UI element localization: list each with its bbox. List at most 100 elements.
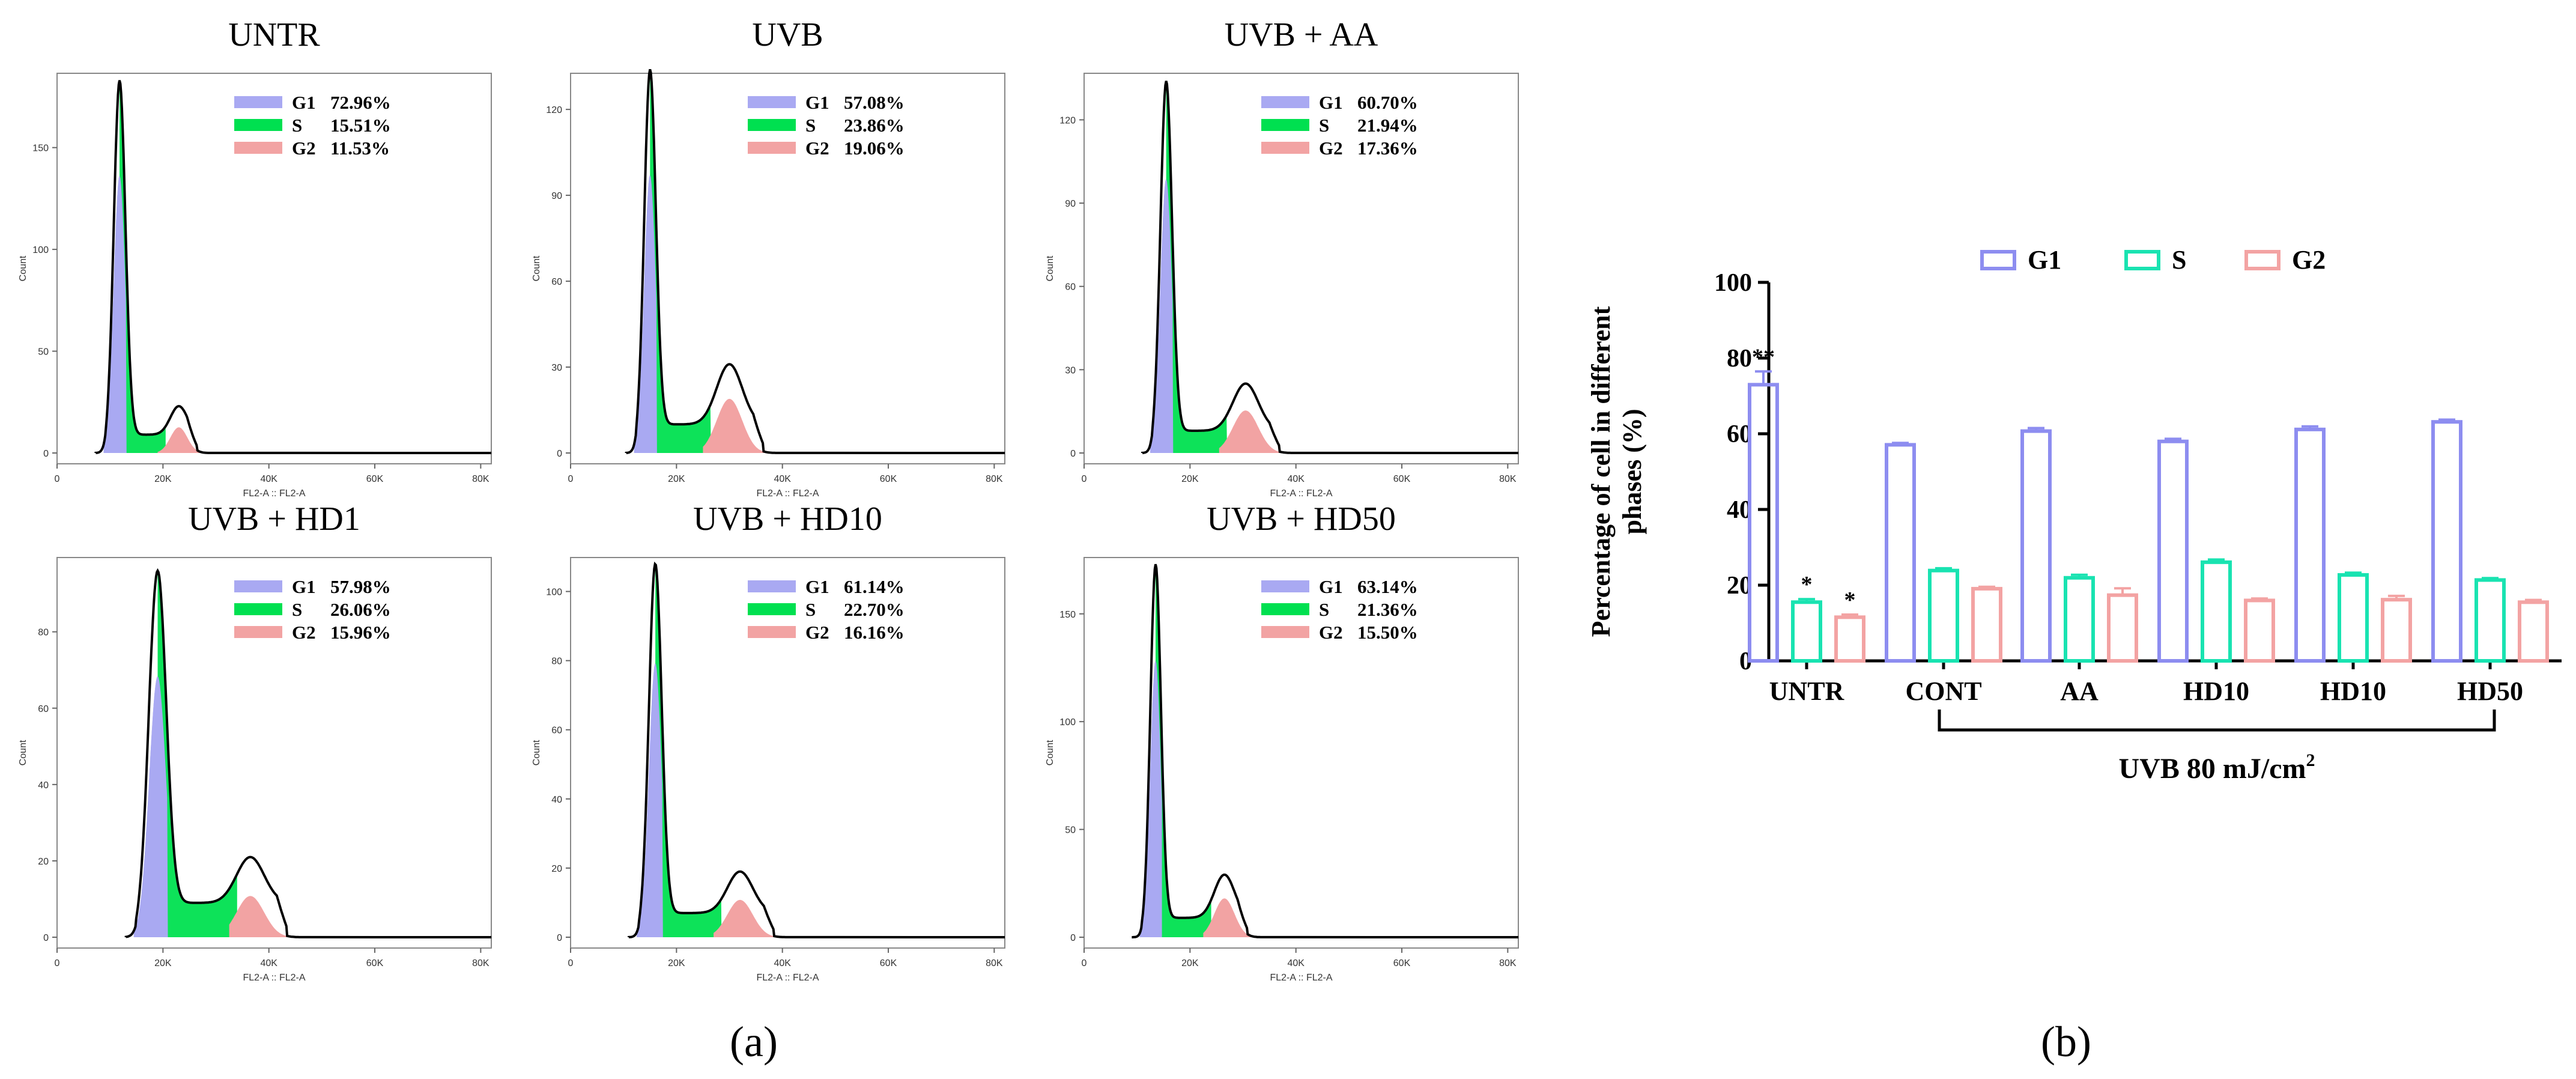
bar-g2 — [1834, 615, 1865, 663]
s-phase-fill — [1166, 81, 1228, 454]
g2-fill — [229, 896, 290, 937]
legend-percent: 19.06% — [844, 138, 905, 159]
x-tick-label: 80K — [472, 958, 489, 968]
bar-g1 — [2431, 420, 2462, 663]
legend-percent: 15.96% — [330, 622, 391, 643]
legend-swatch-g2 — [234, 626, 282, 638]
y-tick-label: 80 — [38, 628, 49, 638]
histogram-title: UVB + HD50 — [1207, 500, 1396, 538]
legend-swatch-g2 — [748, 142, 796, 154]
histogram-curve — [124, 568, 492, 938]
bar-s — [2201, 560, 2232, 663]
bar-s — [1928, 568, 1959, 663]
y-tick-label: 0 — [1070, 933, 1076, 943]
x-tick-label: 40K — [774, 474, 791, 484]
bar-s — [1791, 600, 1822, 663]
histogram-frame — [570, 557, 1005, 949]
legend-swatch-g2 — [1261, 626, 1309, 638]
uvb-bracket — [1938, 710, 2496, 732]
x-tick-label: AA — [2060, 676, 2099, 706]
x-tick-label: 80K — [986, 958, 1003, 968]
x-axis-label: FL2-A :: FL2-A — [756, 973, 819, 983]
x-tick-label: 40K — [774, 958, 791, 968]
legend-percent: 60.70% — [1357, 92, 1418, 113]
significance-marker: * — [1844, 588, 1856, 613]
bar-s — [2338, 573, 2369, 663]
g1-overlay-fill — [634, 174, 657, 453]
x-tick-label: 60K — [1393, 474, 1411, 484]
significance-marker: ** — [1752, 344, 1775, 369]
x-tick-label: 20K — [668, 474, 685, 484]
histogram-title: UVB — [752, 16, 823, 53]
y-tick-label: 120 — [546, 105, 562, 115]
histogram-panel: UVB + HD10 0 20 40 60 80 100 0 20K 40K 60K 80K FL2-A… — [532, 500, 1005, 983]
y-tick-label: 80 — [551, 657, 562, 667]
legend-phase: S — [805, 599, 816, 620]
legend-percent: 16.16% — [844, 622, 905, 643]
legend-percent: 22.70% — [844, 599, 905, 620]
histogram-title: UNTR — [228, 16, 320, 53]
x-tick-label: 20K — [1181, 474, 1199, 484]
s-phase-fill — [650, 69, 711, 453]
legend-phase: G2 — [805, 138, 829, 159]
legend-phase: G2 — [805, 622, 829, 643]
bar-s — [2064, 576, 2095, 663]
bar-g1 — [2294, 427, 2326, 663]
x-tick-label: 80K — [986, 474, 1003, 484]
g1-overlay-fill — [133, 676, 168, 937]
x-tick-label: 20K — [154, 958, 172, 968]
legend-label: G2 — [2292, 245, 2326, 275]
legend-phase: S — [292, 115, 302, 136]
y-tick-label: 100 — [32, 245, 49, 255]
g1-overlay-fill — [1139, 660, 1162, 937]
legend-phase: G2 — [1319, 138, 1343, 159]
g1-overlay-fill — [103, 175, 127, 453]
legend-phase: G1 — [805, 92, 829, 113]
histogram-frame — [570, 73, 1005, 464]
y-tick-label: 60 — [38, 704, 49, 714]
panel-b-label: (b) — [2041, 1018, 2091, 1066]
legend-phase: S — [292, 599, 302, 620]
x-axis-label: FL2-A :: FL2-A — [243, 488, 305, 499]
legend-phase: S — [805, 115, 816, 136]
s-phase-fill — [655, 564, 722, 937]
x-axis-label: FL2-A :: FL2-A — [756, 488, 819, 499]
legend-swatch-s — [234, 603, 282, 615]
histogram-title: UVB + HD1 — [188, 500, 360, 538]
y-tick-label: 150 — [32, 144, 49, 154]
x-tick-label: 0 — [1082, 474, 1087, 484]
legend-percent: 57.08% — [844, 92, 905, 113]
x-tick-label: 40K — [1287, 958, 1305, 968]
y-tick-label: 0 — [1070, 449, 1076, 459]
x-tick-label: 60K — [880, 474, 897, 484]
uvb-group-label-superscript: 2 — [2306, 750, 2315, 770]
legend-percent: 15.50% — [1357, 622, 1418, 643]
legend-percent: 23.86% — [844, 115, 905, 136]
histogram-curve — [94, 80, 492, 454]
legend-swatch-g2 — [748, 626, 796, 638]
x-tick-label: 60K — [366, 958, 384, 968]
x-tick-label: 40K — [260, 474, 277, 484]
legend-label: S — [2172, 245, 2186, 275]
histogram-curve — [625, 68, 1005, 454]
legend-phase: G1 — [1319, 576, 1343, 597]
legend-phase: S — [1319, 599, 1329, 620]
y-tick-label: 100 — [1714, 269, 1752, 297]
x-tick-label: 60K — [880, 958, 897, 968]
significance-marker: * — [1801, 572, 1813, 597]
x-tick-label: 60K — [366, 474, 384, 484]
y-tick-label: 120 — [1059, 115, 1076, 126]
x-tick-label: HD10 — [2183, 676, 2249, 706]
x-tick-label: HD10 — [2320, 676, 2386, 706]
y-tick-label: 0 — [43, 449, 49, 459]
y-tick-label: 100 — [546, 588, 562, 598]
legend-swatch-s — [1261, 603, 1309, 615]
y-axis-label: Count — [18, 740, 28, 765]
y-tick-label: 40 — [551, 795, 562, 805]
g2-fill — [703, 398, 767, 453]
legend-swatch-s — [1261, 119, 1309, 131]
y-tick-label: 50 — [1065, 825, 1076, 836]
g2-fill — [1219, 410, 1283, 453]
legend-percent: 61.14% — [844, 576, 905, 597]
